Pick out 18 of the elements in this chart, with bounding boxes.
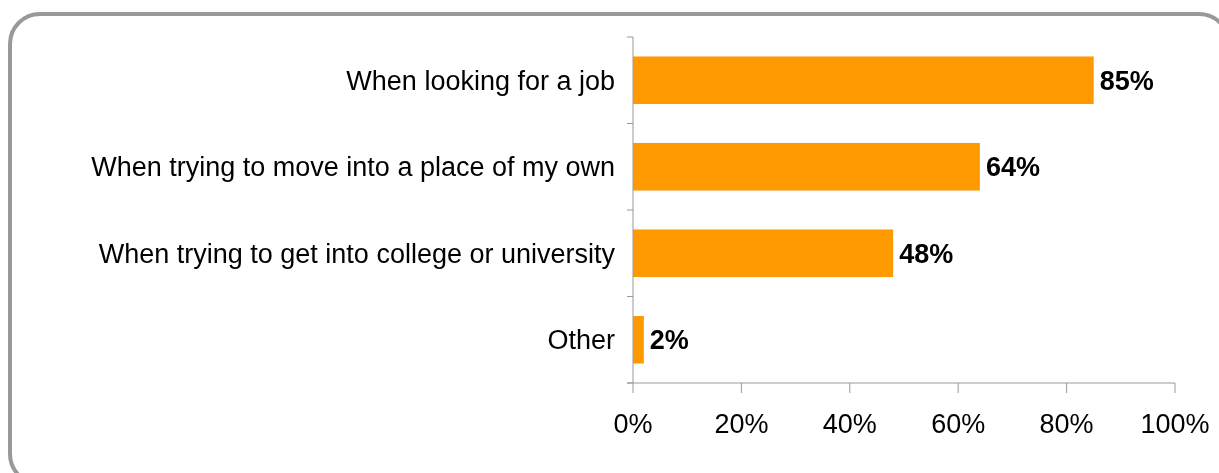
y-tick-label: Other — [547, 325, 615, 356]
bar — [633, 315, 644, 364]
x-tick-label: 80% — [1039, 409, 1094, 439]
y-tick-label: When trying to get into college or university — [98, 238, 616, 269]
data-label: 85% — [1099, 65, 1154, 96]
x-tick-label: 0% — [613, 409, 653, 439]
bar — [633, 142, 980, 191]
data-label: 2% — [649, 325, 689, 356]
x-tick-label: 40% — [822, 409, 877, 439]
bar — [633, 229, 894, 278]
y-tick-label: When trying to move into a place of my own — [91, 152, 615, 183]
y-tick-label: When looking for a job — [346, 65, 615, 96]
x-tick-label: 100% — [1140, 409, 1210, 439]
x-tick-label: 60% — [931, 409, 986, 439]
data-label: 64% — [985, 152, 1040, 183]
x-tick-label: 20% — [714, 409, 769, 439]
bar — [633, 56, 1094, 105]
data-label: 48% — [899, 238, 954, 269]
